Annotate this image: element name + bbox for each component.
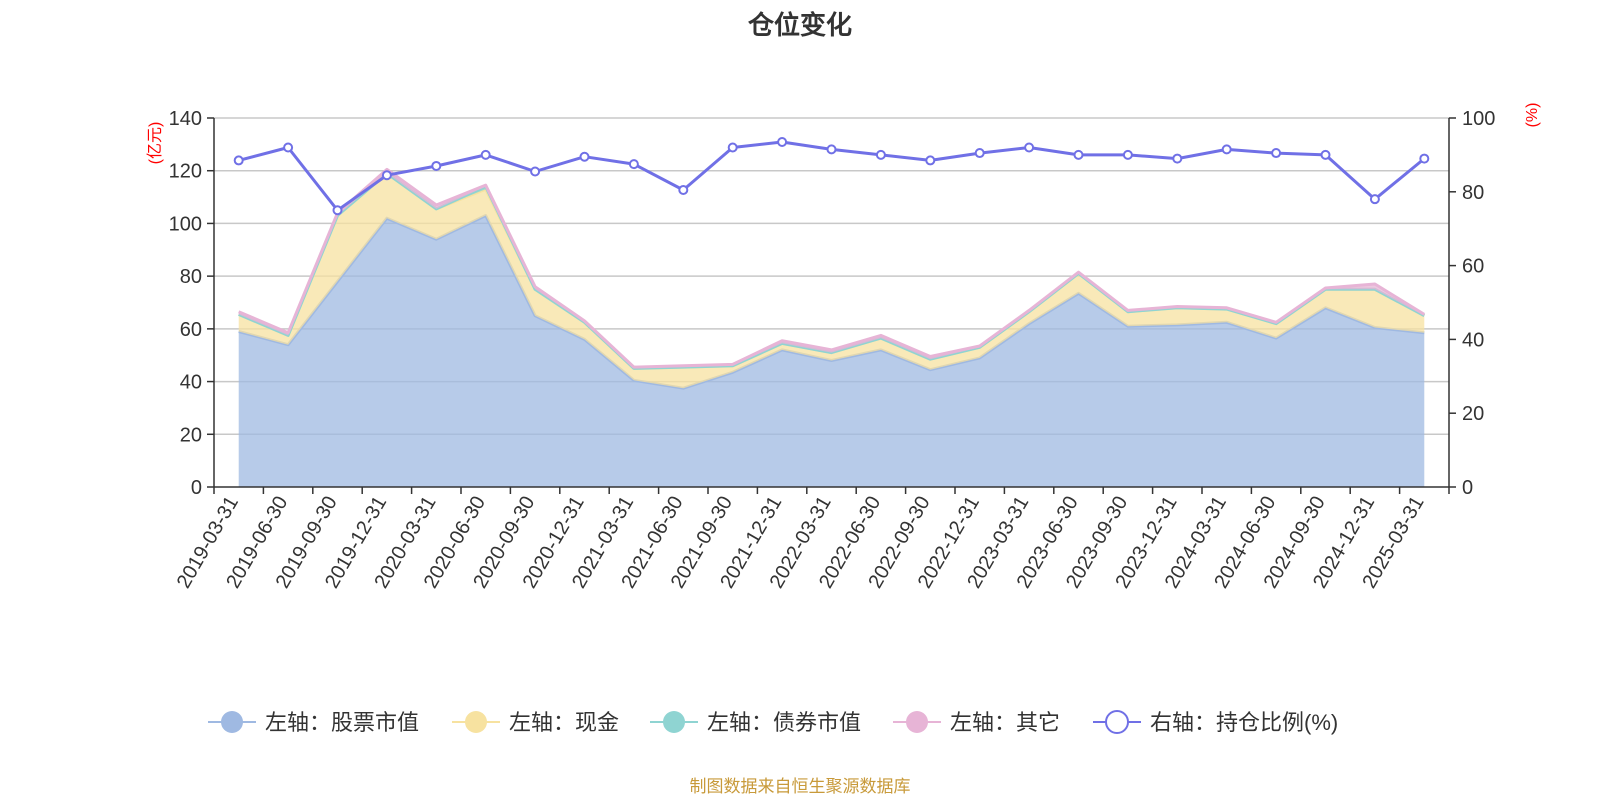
legend-label-0: 左轴：股票市值 bbox=[265, 710, 419, 735]
ratio-point-21[interactable] bbox=[1271, 148, 1282, 159]
ratio-point-1[interactable] bbox=[283, 142, 294, 153]
area-series-0 bbox=[238, 215, 1425, 487]
right-tick-label-4: 80 bbox=[1462, 182, 1484, 204]
legend[interactable]: 左轴：股票市值 左轴：现金 左轴：债券市值 左轴：其它 右轴：持仓比例(%) bbox=[208, 710, 1338, 735]
ratio-point-2[interactable] bbox=[332, 205, 343, 216]
ratio-point-7[interactable] bbox=[579, 151, 590, 162]
left-tick-label-2: 40 bbox=[180, 372, 202, 394]
right-tick-label-3: 60 bbox=[1462, 256, 1484, 278]
left-axis-unit: (亿元) bbox=[146, 122, 164, 165]
ratio-point-12[interactable] bbox=[826, 144, 837, 155]
ratio-point-6[interactable] bbox=[530, 166, 541, 177]
left-tick-label-4: 80 bbox=[180, 266, 202, 288]
legend-marker-4 bbox=[1105, 710, 1129, 734]
ratio-point-20[interactable] bbox=[1221, 144, 1232, 155]
ratio-point-22[interactable] bbox=[1320, 149, 1331, 160]
left-tick-label-6: 120 bbox=[169, 161, 202, 183]
ratio-point-17[interactable] bbox=[1073, 149, 1084, 160]
ratio-point-18[interactable] bbox=[1122, 149, 1133, 160]
legend-label-4: 右轴：持仓比例(%) bbox=[1150, 710, 1338, 735]
left-tick-label-0: 0 bbox=[191, 477, 202, 499]
ratio-point-13[interactable] bbox=[875, 149, 886, 160]
ratio-point-24[interactable] bbox=[1419, 153, 1430, 164]
area-series-line-3 bbox=[238, 167, 1426, 369]
legend-label-3: 左轴：其它 bbox=[950, 710, 1060, 735]
legend-item-3[interactable]: 左轴：其它 bbox=[893, 710, 1060, 735]
holding-ratio-line bbox=[233, 136, 1430, 216]
right-tick-label-2: 40 bbox=[1462, 329, 1484, 351]
ratio-point-14[interactable] bbox=[925, 155, 936, 166]
stacked-areas bbox=[238, 167, 1426, 487]
ratio-point-10[interactable] bbox=[727, 142, 738, 153]
ratio-point-5[interactable] bbox=[480, 149, 491, 160]
ratio-point-8[interactable] bbox=[628, 159, 639, 170]
ratio-point-4[interactable] bbox=[431, 160, 442, 171]
legend-label-2: 左轴：债券市值 bbox=[707, 710, 861, 735]
ratio-point-23[interactable] bbox=[1369, 194, 1380, 205]
ratio-point-19[interactable] bbox=[1172, 153, 1183, 164]
legend-item-1[interactable]: 左轴：现金 bbox=[452, 710, 619, 735]
legend-item-0[interactable]: 左轴：股票市值 bbox=[208, 710, 419, 735]
left-tick-label-7: 140 bbox=[169, 108, 202, 130]
legend-marker-1 bbox=[465, 711, 487, 733]
ratio-point-0[interactable] bbox=[233, 155, 244, 166]
right-axis-unit: (%) bbox=[1524, 103, 1541, 128]
legend-marker-2 bbox=[663, 711, 685, 733]
legend-item-4[interactable]: 右轴：持仓比例(%) bbox=[1093, 710, 1338, 735]
ratio-point-15[interactable] bbox=[974, 148, 985, 159]
ratio-point-11[interactable] bbox=[777, 136, 788, 147]
left-tick-label-3: 60 bbox=[180, 319, 202, 341]
right-tick-label-5: 100 bbox=[1462, 108, 1495, 130]
ratio-point-9[interactable] bbox=[678, 184, 689, 195]
legend-label-1: 左轴：现金 bbox=[509, 710, 619, 735]
legend-marker-0 bbox=[221, 711, 243, 733]
right-tick-label-1: 20 bbox=[1462, 403, 1484, 425]
ratio-point-3[interactable] bbox=[381, 170, 392, 181]
chart-title: 仓位变化 bbox=[747, 10, 852, 40]
legend-item-2[interactable]: 左轴：债券市值 bbox=[650, 710, 861, 735]
left-tick-label-5: 100 bbox=[169, 213, 202, 235]
right-tick-label-0: 0 bbox=[1462, 477, 1473, 499]
source-note: 制图数据来自恒生聚源数据库 bbox=[690, 777, 911, 796]
ratio-point-16[interactable] bbox=[1024, 142, 1035, 153]
left-tick-label-1: 20 bbox=[180, 424, 202, 446]
legend-marker-3 bbox=[906, 711, 928, 733]
